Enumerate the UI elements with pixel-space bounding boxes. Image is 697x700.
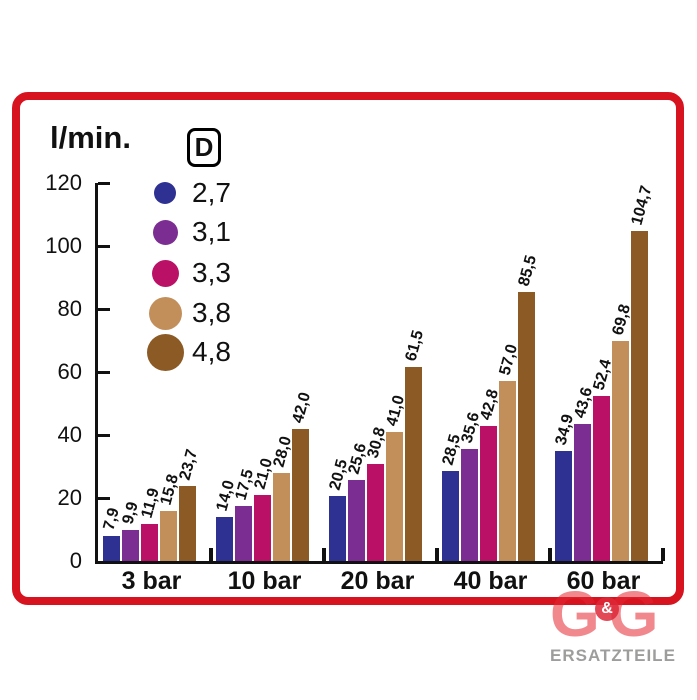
bar-2_7-3bar [103,536,120,561]
bar-3_1-10bar [235,505,252,561]
x-category-label: 40 bar [453,567,528,595]
bar-value-label: 61,5 [402,328,428,364]
y-tick-label: 20 [57,485,82,510]
bar-3_3-3bar [141,523,158,561]
legend-dot-3_1 [152,219,178,245]
y-tick [98,496,110,500]
y-tick-label: 0 [69,548,82,573]
bar-2_7-10bar [216,516,233,561]
legend-label: 4,8 [192,336,231,367]
y-tick [98,244,110,248]
bar-3_1-20bar [348,480,365,561]
plot-area: 7,9 9,9 11,9 15,8 23,7 14,0 17,5 21,0 28,0 42,0 20… [95,181,665,564]
bar-3_3-20bar [367,463,384,561]
x-category-label: 3 bar [121,567,182,595]
x-boundary-tick [661,548,665,561]
x-boundary-tick [209,548,213,561]
bar-3_1-3bar [122,529,139,561]
legend-label: 3,1 [192,216,231,247]
y-tick-label: 40 [57,422,82,447]
bar-3_8-60bar [612,341,629,561]
y-tick-label: 60 [57,359,82,384]
legend-label: 3,3 [192,257,231,288]
legend-label: 3,8 [192,297,231,328]
legend-dot-4_8 [146,333,184,371]
y-axis-title: l/min. [50,120,131,155]
x-boundary-tick [322,548,326,561]
legend-label: 2,7 [192,177,231,208]
bar-3_1-40bar [461,448,478,561]
bar-value-label: 42,0 [289,390,315,425]
legend-dot-3_3 [151,259,179,287]
logo-subtitle: ERSATZTEILE [550,646,676,665]
bar-3_1-60bar [574,423,591,561]
legend-dot-2_7 [154,182,176,204]
bar-3_3-40bar [480,426,497,561]
bar-3_3-60bar [593,395,610,561]
y-tick [98,307,110,311]
bar-2_7-60bar [555,451,572,561]
chart-frame: l/min. D 2,7 3,1 3,3 3,8 4,8 0 20 40 60 80 100 120… [12,92,684,605]
bar-value-label: 85,5 [515,253,541,288]
bar-4_8-60bar [631,231,648,561]
y-tick [98,370,110,374]
bar-2_7-40bar [442,471,459,561]
x-category-label: 10 bar [227,567,302,595]
bar-4_8-40bar [518,291,535,561]
logo-ampersand-badge: & [595,597,619,621]
x-boundary-tick [435,548,439,561]
bar-3_8-40bar [499,381,516,561]
bar-3_8-3bar [160,511,177,561]
y-tick-label: 80 [57,296,82,321]
bar-4_8-3bar [179,486,196,561]
y-tick-label: 120 [45,170,82,195]
x-category-label: 20 bar [340,567,415,595]
bar-3_8-20bar [386,431,403,561]
x-boundary-tick [548,548,552,561]
y-tick [98,433,110,437]
bar-3_8-10bar [273,472,290,561]
bar-value-label: 104,7 [628,184,656,228]
bar-4_8-20bar [405,367,422,561]
bar-4_8-10bar [292,428,309,561]
legend-dot-3_8 [148,296,182,330]
bar-2_7-20bar [329,496,346,561]
y-tick-label: 100 [45,233,82,258]
logo-g-left: G [550,578,600,650]
bar-3_3-10bar [254,494,271,561]
y-tick [98,181,110,185]
legend-title: D [194,132,214,162]
gg-logo: G G & ERSATZTEILE [550,582,676,666]
bar-value-label: 23,7 [176,447,202,483]
x-category-label: 60 bar [566,567,641,595]
gg-logo-letters: G G & [550,582,670,646]
legend-title-box: D [187,128,221,167]
